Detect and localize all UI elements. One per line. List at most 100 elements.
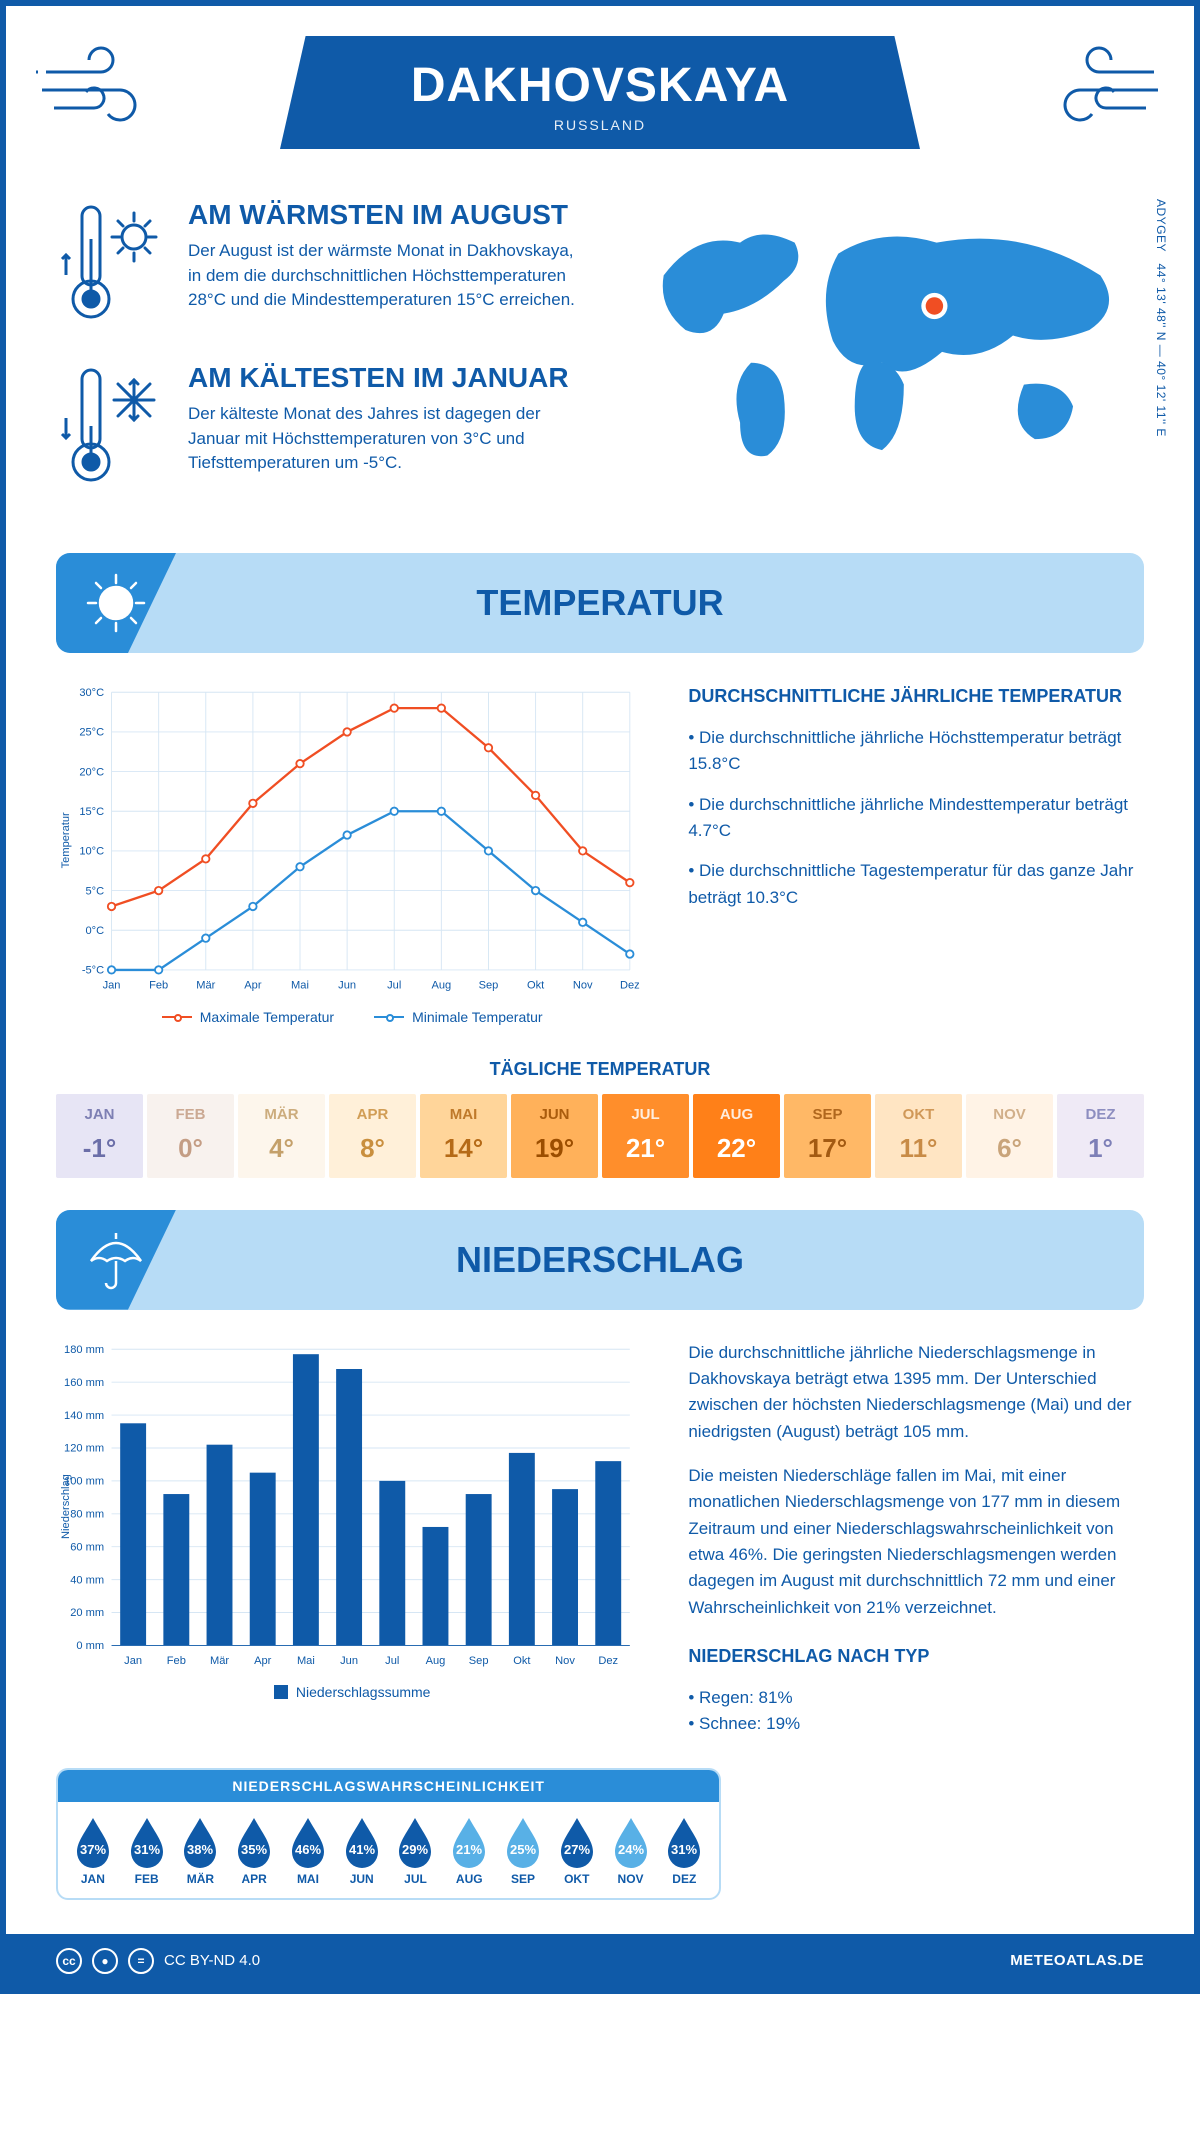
svg-text:37%: 37% — [80, 1842, 106, 1857]
svg-text:80 mm: 80 mm — [70, 1508, 104, 1520]
svg-text:60 mm: 60 mm — [70, 1541, 104, 1553]
svg-text:29%: 29% — [402, 1842, 428, 1857]
svg-text:5°C: 5°C — [86, 885, 105, 897]
svg-text:Nov: Nov — [573, 979, 593, 991]
svg-text:Jan: Jan — [124, 1655, 142, 1667]
section-title: NIEDERSCHLAG — [456, 1239, 744, 1281]
probability-drop: 31%DEZ — [659, 1816, 709, 1886]
svg-text:160 mm: 160 mm — [64, 1377, 104, 1389]
precipitation-probability-box: NIEDERSCHLAGSWAHRSCHEINLICHKEIT 37%JAN31… — [56, 1768, 721, 1900]
fact-title: AM KÄLTESTEN IM JANUAR — [188, 362, 580, 394]
svg-text:31%: 31% — [134, 1842, 160, 1857]
section-banner-temperature: TEMPERATUR — [56, 553, 1144, 653]
svg-text:Mär: Mär — [196, 979, 215, 991]
probability-drop: 24%NOV — [606, 1816, 656, 1886]
daily-temp-cell: SEP17° — [784, 1094, 871, 1178]
legend-label: Maximale Temperatur — [200, 1009, 334, 1025]
fact-coldest: AM KÄLTESTEN IM JANUAR Der kälteste Mona… — [56, 362, 580, 497]
svg-text:Feb: Feb — [149, 979, 168, 991]
daily-temp-cell: FEB0° — [147, 1094, 234, 1178]
summary-bullet: • Die durchschnittliche Tagestemperatur … — [688, 858, 1144, 911]
svg-text:Aug: Aug — [431, 979, 451, 991]
license-text: CC BY-ND 4.0 — [164, 1952, 260, 1969]
probability-drop: 37%JAN — [68, 1816, 118, 1886]
probability-title: NIEDERSCHLAGSWAHRSCHEINLICHKEIT — [58, 1770, 719, 1802]
world-map: ADYGEY 44° 13' 48'' N — 40° 12' 11'' E — [620, 199, 1144, 525]
fact-warmest: AM WÄRMSTEN IM AUGUST Der August ist der… — [56, 199, 580, 334]
precip-type-item: • Regen: 81% — [688, 1685, 1144, 1711]
svg-text:120 mm: 120 mm — [64, 1442, 104, 1454]
svg-text:Nov: Nov — [555, 1655, 575, 1667]
title-banner: DAKHOVSKAYA RUSSLAND — [280, 36, 920, 149]
coordinates: 44° 13' 48'' N — 40° 12' 11'' E — [1154, 264, 1168, 437]
svg-text:Dez: Dez — [620, 979, 640, 991]
daily-temp-grid: JAN-1°FEB0°MÄR4°APR8°MAI14°JUN19°JUL21°A… — [56, 1094, 1144, 1178]
daily-temp-cell: OKT11° — [875, 1094, 962, 1178]
legend-item: Minimale Temperatur — [374, 1009, 542, 1025]
svg-text:0°C: 0°C — [86, 925, 105, 937]
nd-icon: = — [128, 1948, 154, 1974]
sun-icon — [56, 553, 176, 653]
svg-text:Jun: Jun — [340, 1655, 358, 1667]
svg-text:Feb: Feb — [167, 1655, 186, 1667]
location-title: DAKHOVSKAYA — [400, 58, 800, 113]
svg-text:-5°C: -5°C — [82, 965, 104, 977]
daily-temp-cell: JAN-1° — [56, 1094, 143, 1178]
svg-text:21%: 21% — [456, 1842, 482, 1857]
legend-item: Maximale Temperatur — [162, 1009, 334, 1025]
legend-item: Niederschlagssumme — [274, 1684, 431, 1700]
thermometer-sun-icon — [56, 199, 166, 334]
daily-temp-cell: DEZ1° — [1057, 1094, 1144, 1178]
svg-text:25°C: 25°C — [79, 727, 104, 739]
svg-text:40 mm: 40 mm — [70, 1574, 104, 1586]
section-banner-precipitation: NIEDERSCHLAG — [56, 1210, 1144, 1310]
daily-temp-cell: APR8° — [329, 1094, 416, 1178]
umbrella-icon — [56, 1210, 176, 1310]
precip-type-item: • Schnee: 19% — [688, 1711, 1144, 1737]
probability-drop: 25%SEP — [498, 1816, 548, 1886]
svg-text:Sep: Sep — [469, 1655, 489, 1667]
probability-drop: 46%MAI — [283, 1816, 333, 1886]
svg-text:38%: 38% — [187, 1842, 213, 1857]
by-icon: ● — [92, 1948, 118, 1974]
svg-text:20°C: 20°C — [79, 766, 104, 778]
svg-text:Jul: Jul — [385, 1655, 399, 1667]
svg-text:27%: 27% — [564, 1842, 590, 1857]
summary-title: DURCHSCHNITTLICHE JÄHRLICHE TEMPERATUR — [688, 683, 1144, 711]
svg-text:Aug: Aug — [426, 1655, 446, 1667]
header: DAKHOVSKAYA RUSSLAND — [6, 6, 1194, 173]
daily-temp-cell: MÄR4° — [238, 1094, 325, 1178]
probability-drop: 31%FEB — [122, 1816, 172, 1886]
license-block: cc ● = CC BY-ND 4.0 — [56, 1948, 260, 1974]
svg-text:Niederschlag: Niederschlag — [60, 1474, 72, 1539]
svg-text:10°C: 10°C — [79, 846, 104, 858]
legend-label: Niederschlagssumme — [296, 1684, 431, 1700]
fact-text: Der August ist der wärmste Monat in Dakh… — [188, 239, 580, 313]
probability-drop: 27%OKT — [552, 1816, 602, 1886]
svg-text:30°C: 30°C — [79, 687, 104, 699]
svg-text:0 mm: 0 mm — [76, 1640, 104, 1652]
daily-temp-cell: NOV6° — [966, 1094, 1053, 1178]
summary-para: Die meisten Niederschläge fallen im Mai,… — [688, 1463, 1144, 1621]
brand-label: METEOATLAS.DE — [1010, 1952, 1144, 1969]
location-subtitle: RUSSLAND — [400, 117, 800, 133]
svg-text:180 mm: 180 mm — [64, 1344, 104, 1356]
thermometer-snow-icon — [56, 362, 166, 497]
daily-temp-cell: JUL21° — [602, 1094, 689, 1178]
svg-text:140 mm: 140 mm — [64, 1409, 104, 1421]
footer: cc ● = CC BY-ND 4.0 METEOATLAS.DE — [6, 1934, 1194, 1988]
svg-text:41%: 41% — [349, 1842, 375, 1857]
svg-text:35%: 35% — [241, 1842, 267, 1857]
svg-text:Okt: Okt — [513, 1655, 530, 1667]
daily-temp-cell: JUN19° — [511, 1094, 598, 1178]
svg-text:Sep: Sep — [479, 979, 499, 991]
daily-temp-title: TÄGLICHE TEMPERATUR — [6, 1059, 1194, 1080]
svg-text:Mai: Mai — [291, 979, 309, 991]
svg-text:24%: 24% — [618, 1842, 644, 1857]
precip-type-title: NIEDERSCHLAG NACH TYP — [688, 1643, 1144, 1671]
precipitation-summary: Die durchschnittliche jährliche Niedersc… — [688, 1340, 1144, 1738]
svg-text:Apr: Apr — [254, 1655, 272, 1667]
legend-label: Minimale Temperatur — [412, 1009, 542, 1025]
svg-text:46%: 46% — [295, 1842, 321, 1857]
probability-drop: 21%AUG — [444, 1816, 494, 1886]
